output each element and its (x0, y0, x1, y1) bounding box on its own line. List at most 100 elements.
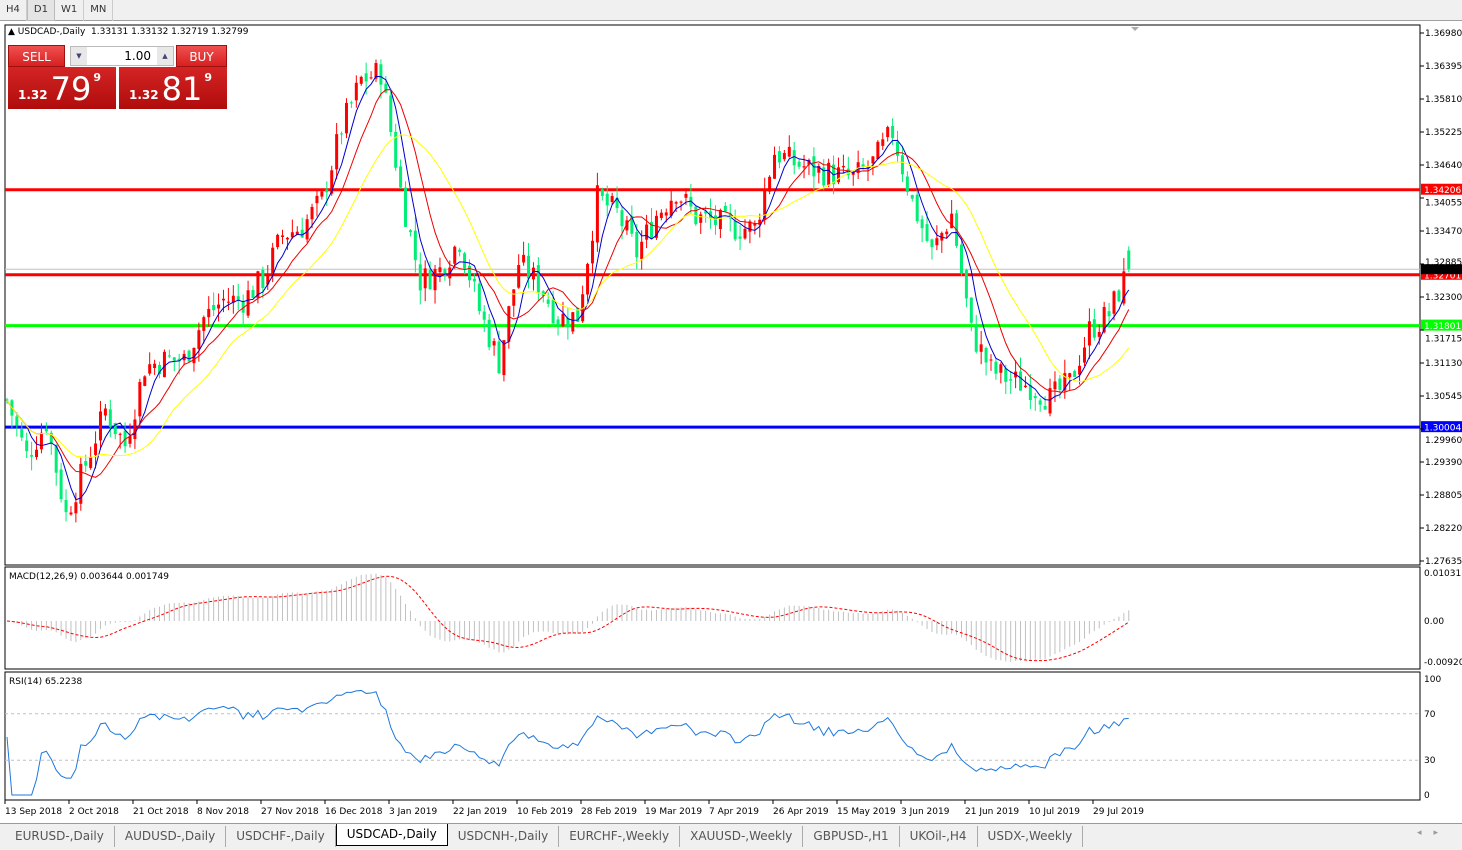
candle-body (167, 355, 171, 357)
candle (25, 432, 29, 459)
candle-body (49, 432, 53, 444)
candle-body (595, 185, 599, 243)
candle-body (108, 409, 112, 427)
date-label: 10 Feb 2019 (517, 807, 573, 817)
lot-size-input[interactable]: 1.00 (124, 49, 151, 63)
candle (305, 214, 309, 243)
chart-shift-icon (1131, 27, 1139, 31)
candle-body (1053, 381, 1057, 390)
chart-ohlc: 1.33131 1.33132 1.32719 1.32799 (91, 27, 249, 37)
price-axis-label: 1.30545 (1425, 392, 1462, 402)
rsi-axis-label: 0 (1424, 791, 1430, 801)
chart-window[interactable]: 1.34206 1.32701 1.31801 1.30004 1.36980 1.363… (0, 22, 1462, 822)
candle (846, 156, 850, 180)
timeframe-mn[interactable]: MN (84, 0, 114, 21)
tab-eurusd-daily[interactable]: EURUSD-,Daily (5, 826, 115, 847)
candle-body (315, 195, 319, 204)
candle-body (930, 239, 934, 248)
candle-body (586, 263, 590, 295)
candle (581, 285, 585, 323)
candle (290, 219, 294, 239)
candle-body (536, 265, 540, 293)
candle-body (64, 499, 68, 513)
candle (964, 268, 968, 308)
candle-body (271, 247, 275, 277)
candle (320, 190, 324, 200)
tab-usdchf-daily[interactable]: USDCHF-,Daily (226, 826, 336, 847)
timeframe-w1[interactable]: W1 (55, 0, 85, 21)
sell-button[interactable]: SELL (8, 45, 65, 67)
candle (94, 431, 98, 469)
candle (856, 150, 860, 179)
candle-body (615, 197, 619, 209)
candle-body (915, 194, 919, 222)
buy-price[interactable]: 1.32 81 9 (119, 67, 227, 109)
candle (640, 230, 644, 270)
candle (1073, 369, 1077, 378)
candle (571, 311, 575, 335)
candle-body (399, 166, 403, 188)
candle-body (84, 461, 88, 466)
candle (1043, 396, 1047, 410)
candle (812, 147, 816, 191)
candle-body (5, 399, 9, 401)
candle (408, 229, 412, 237)
tab-usdcnh-daily[interactable]: USDCNH-,Daily (448, 826, 560, 847)
tab-usdx-weekly[interactable]: USDX-,Weekly (978, 826, 1084, 847)
candle (615, 186, 619, 213)
candle-body (221, 298, 225, 301)
candle-body (910, 195, 914, 199)
candle-body (841, 165, 845, 168)
chart-symbol: USDCAD-,Daily (17, 27, 86, 37)
candle (1102, 301, 1106, 334)
candle (349, 100, 353, 108)
candle (143, 375, 147, 387)
sell-price[interactable]: 1.32 79 9 (8, 67, 116, 109)
candle-body (650, 222, 654, 238)
timeframe-h4[interactable]: H4 (0, 0, 27, 21)
tab-ukoil-h4[interactable]: UKOil-,H4 (900, 826, 978, 847)
candle (527, 243, 531, 289)
tab-xauusd-weekly[interactable]: XAUUSD-,Weekly (680, 826, 804, 847)
candle-body (763, 188, 767, 220)
buy-button[interactable]: BUY (176, 45, 227, 67)
tab-gbpusd-h1[interactable]: GBPUSD-,H1 (803, 826, 900, 847)
candle-body (276, 234, 280, 248)
candle (167, 349, 171, 359)
candle-body (630, 216, 634, 234)
candle-body (325, 189, 329, 193)
lot-decrease-icon[interactable]: ▼ (71, 47, 87, 65)
candle-body (861, 164, 865, 168)
rsi-label: RSI(14) 65.2238 (9, 677, 82, 687)
lot-increase-icon[interactable]: ▲ (157, 47, 173, 65)
candle-body (674, 202, 678, 204)
candle-body (1023, 385, 1027, 387)
lot-size-stepper[interactable]: ▼ 1.00 ▲ (70, 46, 174, 66)
candle-body (684, 193, 688, 198)
candle-body (443, 269, 447, 277)
tab-eurchf-weekly[interactable]: EURCHF-,Weekly (559, 826, 681, 847)
tab-usdcad-daily[interactable]: USDCAD-,Daily (335, 824, 448, 846)
candle (959, 237, 963, 277)
timeframe-d1[interactable]: D1 (26, 0, 55, 21)
candle (546, 292, 550, 308)
macd-axis-label: 0.00 (1424, 617, 1444, 627)
candle-body (600, 189, 604, 196)
candle (699, 211, 703, 234)
candle-body (974, 324, 978, 352)
candle (517, 254, 521, 289)
candle (438, 257, 442, 283)
tab-scroll-arrows[interactable]: ◂▸ (1416, 828, 1450, 838)
candle-body (989, 359, 993, 361)
candle (310, 203, 314, 229)
tab-audusd-daily[interactable]: AUDUSD-,Daily (115, 826, 227, 847)
price-axis-label: 1.34055 (1425, 199, 1462, 209)
candle (103, 403, 107, 421)
candle-body (787, 146, 791, 157)
candle-body (773, 154, 777, 179)
candle-body (994, 361, 998, 374)
current-price-tag (1421, 264, 1462, 275)
candle (989, 354, 993, 371)
candle (738, 225, 742, 251)
candle-body (320, 191, 324, 197)
